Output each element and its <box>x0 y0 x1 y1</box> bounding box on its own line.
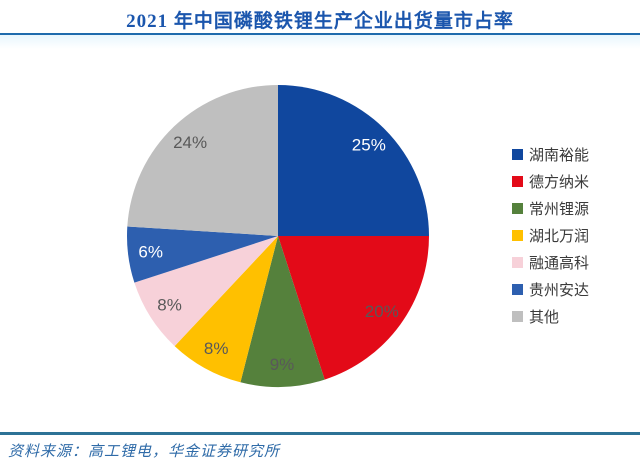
header-fade-band <box>0 35 640 49</box>
legend-item-4: 融通高科 <box>512 249 589 276</box>
pie-slice-label-3: 8% <box>204 339 229 358</box>
pie-slice-3 <box>174 236 278 383</box>
legend-item-2: 常州锂源 <box>512 195 589 222</box>
pie-slice-label-4: 8% <box>157 295 182 314</box>
legend-item-0: 湖南裕能 <box>512 141 589 168</box>
legend-swatch-4 <box>512 257 523 268</box>
legend: 湖南裕能德方纳米常州锂源湖北万润融通高科贵州安达其他 <box>512 141 589 330</box>
legend-label-1: 德方纳米 <box>529 175 590 191</box>
pie-slice-6 <box>127 85 278 236</box>
legend-swatch-0 <box>512 149 523 160</box>
legend-label-2: 常州锂源 <box>529 202 590 218</box>
pie-slice-label-2: 9% <box>270 355 295 374</box>
pie-slice-2 <box>240 236 325 388</box>
pie-slice-1 <box>278 236 429 380</box>
legend-item-1: 德方纳米 <box>512 168 589 195</box>
pie-slice-5 <box>127 226 278 283</box>
pie-slice-label-6: 24% <box>173 133 207 152</box>
legend-label-5: 贵州安达 <box>529 283 590 299</box>
legend-label-6: 其他 <box>529 310 560 326</box>
pie-slice-4 <box>134 236 278 347</box>
legend-item-3: 湖北万润 <box>512 222 589 249</box>
pie-slice-label-1: 20% <box>365 302 399 321</box>
pie-slice-label-0: 25% <box>352 136 386 155</box>
source-note: 资料来源：高工锂电，华金证券研究所 <box>8 444 281 460</box>
legend-swatch-3 <box>512 230 523 241</box>
legend-swatch-6 <box>512 311 523 322</box>
legend-item-5: 贵州安达 <box>512 276 589 303</box>
legend-label-0: 湖南裕能 <box>529 148 590 164</box>
pie-slice-label-5: 6% <box>138 243 163 262</box>
pie-slice-0 <box>278 85 429 236</box>
legend-label-3: 湖北万润 <box>529 229 590 245</box>
legend-item-6: 其他 <box>512 303 589 330</box>
chart-title: 2021 年中国磷酸铁锂生产企业出货量市占率 <box>126 11 514 32</box>
legend-swatch-5 <box>512 284 523 295</box>
legend-swatch-1 <box>512 176 523 187</box>
pie-chart: 25% 20% 9% 8% 8% 6% 24% <box>127 85 429 388</box>
legend-label-4: 融通高科 <box>529 256 590 272</box>
legend-swatch-2 <box>512 203 523 214</box>
title-underline <box>0 33 640 35</box>
footer-divider <box>0 432 640 435</box>
